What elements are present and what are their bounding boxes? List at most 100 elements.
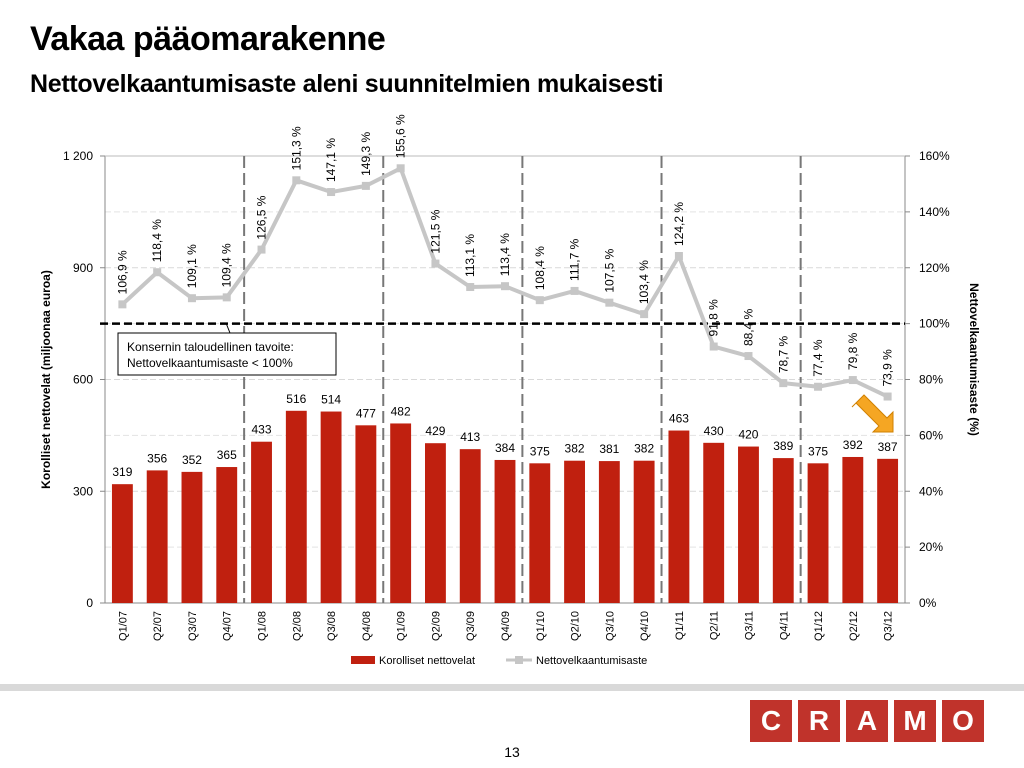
x-tick-label: Q2/07 <box>152 611 164 641</box>
ratio-value-label: 147,1 % <box>324 138 338 182</box>
y2-tick-label: 100% <box>919 317 950 331</box>
bar <box>564 460 585 603</box>
annotation-leader <box>225 322 231 334</box>
ratio-point <box>222 293 231 302</box>
bar-value-label: 382 <box>565 442 585 456</box>
ratio-value-label: 108,4 % <box>533 246 547 290</box>
logo-letter: C <box>750 700 792 742</box>
bar <box>320 411 342 603</box>
x-tick-label: Q2/12 <box>848 611 860 641</box>
x-tick-label: Q1/12 <box>813 611 825 641</box>
y2-axis-title: Nettovelkaantumisaste (%) <box>967 283 981 436</box>
ratio-value-label: 88,4 % <box>741 308 755 346</box>
x-tick-label: Q4/08 <box>361 611 373 641</box>
logo-letter: O <box>942 700 984 742</box>
ratio-point <box>709 342 718 351</box>
ratio-value-label: 91,8 % <box>707 299 721 337</box>
bar <box>355 425 377 603</box>
ratio-value-label: 111,7 % <box>568 238 582 281</box>
annotation-box <box>117 332 337 376</box>
y-tick-label: 1 200 <box>63 149 93 163</box>
ratio-point <box>535 296 544 305</box>
bar-value-label: 352 <box>182 453 202 467</box>
ratio-value-label: 106,9 % <box>115 250 129 294</box>
y-tick-label: 300 <box>73 484 93 498</box>
bar <box>529 463 551 603</box>
ratio-point <box>848 376 857 385</box>
x-tick-label: Q1/10 <box>535 611 547 641</box>
bar <box>633 460 655 603</box>
ratio-point <box>396 164 405 173</box>
y2-tick-label: 60% <box>919 428 943 442</box>
bar <box>390 423 412 603</box>
ratio-point <box>814 382 823 391</box>
ratio-value-label: 78,7 % <box>776 335 790 373</box>
x-tick-label: Q3/10 <box>604 611 616 641</box>
logo-letter: A <box>846 700 888 742</box>
annotation-text: Nettovelkaantumisaste < 100% <box>127 356 293 370</box>
bar <box>285 410 307 603</box>
x-tick-label: Q2/10 <box>570 611 582 641</box>
ratio-point <box>779 379 788 388</box>
bar-value-label: 420 <box>738 428 758 442</box>
ratio-point <box>187 294 196 303</box>
x-tick-label: Q4/10 <box>639 611 651 641</box>
legend-swatch-bars <box>351 656 375 664</box>
ratio-point <box>118 300 127 309</box>
bar-value-label: 387 <box>878 440 898 454</box>
ratio-value-label: 151,3 % <box>289 126 303 170</box>
ratio-point <box>605 298 614 307</box>
bar-value-label: 389 <box>773 439 793 453</box>
x-tick-label: Q4/09 <box>500 611 512 641</box>
bar-value-label: 365 <box>217 448 237 462</box>
y2-tick-label: 40% <box>919 484 943 498</box>
bar <box>146 470 168 603</box>
bar-value-label: 514 <box>321 393 341 407</box>
footer-divider <box>0 684 1024 691</box>
ratio-point <box>361 181 370 190</box>
bar-value-label: 375 <box>808 444 828 458</box>
x-tick-label: Q2/08 <box>291 611 303 641</box>
ratio-point <box>674 252 683 261</box>
bar <box>842 456 864 603</box>
bar <box>772 458 794 603</box>
ratio-point <box>640 310 649 319</box>
bar-value-label: 413 <box>460 430 480 444</box>
bar <box>459 449 481 603</box>
bar-value-label: 482 <box>391 404 411 418</box>
bar-value-label: 319 <box>112 465 132 479</box>
bar-value-label: 381 <box>599 442 619 456</box>
bar <box>703 442 725 603</box>
ratio-value-label: 155,6 % <box>394 114 408 158</box>
bar <box>494 459 516 603</box>
x-tick-label: Q1/08 <box>257 611 269 641</box>
x-tick-label: Q1/09 <box>396 611 408 641</box>
y-tick-label: 0 <box>86 596 93 610</box>
ratio-point <box>501 282 509 291</box>
bar <box>668 430 690 603</box>
ratio-value-label: 118,4 % <box>150 219 164 262</box>
ratio-value-label: 77,4 % <box>811 339 825 377</box>
bar-value-label: 429 <box>425 424 445 438</box>
ratio-value-label: 126,5 % <box>255 195 269 239</box>
bar-value-label: 477 <box>356 406 376 420</box>
bar <box>598 461 620 603</box>
ratio-value-label: 149,3 % <box>359 132 373 176</box>
bar-value-label: 463 <box>669 412 689 426</box>
x-tick-label: Q3/09 <box>465 611 477 641</box>
logo-letter: R <box>798 700 840 742</box>
y2-tick-label: 140% <box>919 205 950 219</box>
y2-tick-label: 120% <box>919 261 950 275</box>
bar-value-label: 516 <box>286 392 306 406</box>
slide-title: Vakaa pääomarakenne <box>30 20 386 58</box>
ratio-value-label: 79,8 % <box>846 332 860 370</box>
highlight-arrow <box>851 394 894 433</box>
x-tick-label: Q1/07 <box>117 611 129 641</box>
ratio-point <box>327 188 336 197</box>
y2-tick-label: 160% <box>919 149 950 163</box>
x-tick-label: Q3/08 <box>326 611 338 641</box>
ratio-point <box>466 283 475 292</box>
logo-letter: M <box>894 700 936 742</box>
x-tick-label: Q3/12 <box>883 611 895 641</box>
